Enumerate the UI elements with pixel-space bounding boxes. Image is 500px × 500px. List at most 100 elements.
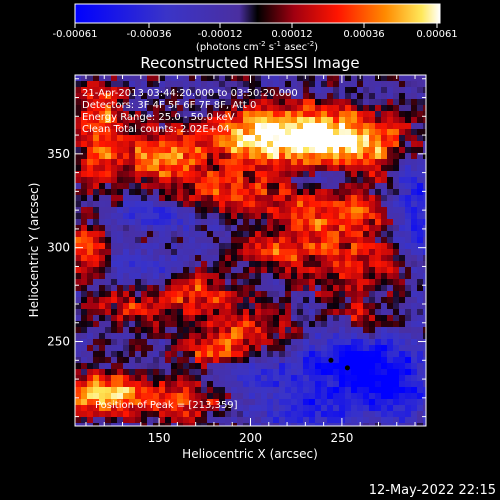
heatmap-cell xyxy=(285,183,292,190)
heatmap-cell xyxy=(177,237,184,244)
heatmap-cell xyxy=(363,357,370,364)
heatmap-cell xyxy=(387,273,394,280)
heatmap-cell xyxy=(135,159,142,166)
heatmap-cell xyxy=(321,405,328,412)
heatmap-cell xyxy=(315,303,322,310)
heatmap-cell xyxy=(153,153,160,160)
heatmap-cell xyxy=(207,123,214,130)
heatmap-cell xyxy=(369,285,376,292)
heatmap-cell xyxy=(123,411,130,418)
heatmap-cell xyxy=(327,243,334,250)
heatmap-cell xyxy=(195,255,202,262)
heatmap-cell xyxy=(363,201,370,208)
heatmap-cell xyxy=(231,171,238,178)
heatmap-cell xyxy=(135,165,142,172)
heatmap-cell xyxy=(423,303,426,310)
heatmap-cell xyxy=(165,297,172,304)
heatmap-cell xyxy=(345,81,352,88)
heatmap-cell xyxy=(111,213,118,220)
heatmap-cell xyxy=(135,387,142,394)
heatmap-cell xyxy=(213,225,220,232)
heatmap-cell xyxy=(291,303,298,310)
heatmap-cell xyxy=(177,393,184,400)
heatmap-cell xyxy=(423,291,426,298)
heatmap-cell xyxy=(231,87,238,94)
heatmap-cell xyxy=(285,213,292,220)
heatmap-cell xyxy=(423,351,426,358)
heatmap-cell xyxy=(237,279,244,286)
heatmap-cell xyxy=(339,255,346,262)
heatmap-cell xyxy=(381,99,388,106)
heatmap-cell xyxy=(357,381,364,388)
heatmap-cell xyxy=(189,393,196,400)
heatmap-cell xyxy=(159,141,166,148)
heatmap-cell xyxy=(255,189,262,196)
heatmap-cell xyxy=(129,363,136,370)
heatmap-cell xyxy=(357,183,364,190)
heatmap-cell xyxy=(303,309,310,316)
heatmap-cell xyxy=(75,81,82,88)
heatmap-cell xyxy=(93,147,100,154)
heatmap-cell xyxy=(351,279,358,286)
heatmap-cell xyxy=(147,321,154,328)
heatmap-cell xyxy=(147,363,154,370)
heatmap-cell xyxy=(231,339,238,346)
heatmap-cell xyxy=(387,111,394,118)
heatmap-cell xyxy=(243,147,250,154)
heatmap-cell xyxy=(381,375,388,382)
heatmap-cell xyxy=(327,129,334,136)
heatmap-cell xyxy=(405,225,412,232)
heatmap-cell xyxy=(171,207,178,214)
heatmap-cell xyxy=(417,117,424,124)
heatmap-cell xyxy=(141,189,148,196)
heatmap-cell xyxy=(147,243,154,250)
heatmap-cell xyxy=(285,135,292,142)
heatmap-cell xyxy=(405,165,412,172)
heatmap-cell xyxy=(243,351,250,358)
heatmap-cell xyxy=(393,81,400,88)
heatmap-cell xyxy=(87,201,94,208)
heatmap-cell xyxy=(297,279,304,286)
heatmap-cell xyxy=(279,177,286,184)
heatmap-cell xyxy=(123,351,130,358)
heatmap-cell xyxy=(249,279,256,286)
heatmap-cell xyxy=(105,375,112,382)
heatmap-cell xyxy=(249,423,256,426)
heatmap-cell xyxy=(189,147,196,154)
heatmap-cell xyxy=(249,213,256,220)
heatmap-cell xyxy=(93,351,100,358)
heatmap-cell xyxy=(81,171,88,178)
heatmap-cell xyxy=(399,123,406,130)
heatmap-cell xyxy=(93,87,100,94)
heatmap-cell xyxy=(267,405,274,412)
heatmap-cell xyxy=(261,327,268,334)
heatmap-cell xyxy=(417,81,424,88)
heatmap-cell xyxy=(339,381,346,388)
heatmap-cell xyxy=(183,339,190,346)
heatmap-cell xyxy=(291,159,298,166)
heatmap-cell xyxy=(105,117,112,124)
heatmap-cell xyxy=(363,399,370,406)
heatmap-cell xyxy=(159,207,166,214)
heatmap-cell xyxy=(357,345,364,352)
heatmap-cell xyxy=(105,291,112,298)
heatmap-cell xyxy=(279,291,286,298)
heatmap-cell xyxy=(273,189,280,196)
heatmap-cell xyxy=(93,123,100,130)
heatmap-cell xyxy=(345,171,352,178)
heatmap-cell xyxy=(111,219,118,226)
heatmap-cell xyxy=(411,393,418,400)
heatmap-cell xyxy=(231,291,238,298)
heatmap-cell xyxy=(81,141,88,148)
heatmap-cell xyxy=(165,81,172,88)
heatmap-cell xyxy=(147,129,154,136)
heatmap-cell xyxy=(363,327,370,334)
heatmap-cell xyxy=(411,297,418,304)
heatmap-cell xyxy=(393,279,400,286)
heatmap-cell xyxy=(405,393,412,400)
heatmap-cell xyxy=(225,111,232,118)
heatmap-cell xyxy=(93,357,100,364)
heatmap-cell xyxy=(375,165,382,172)
heatmap-cell xyxy=(279,81,286,88)
heatmap-cell xyxy=(225,75,232,82)
